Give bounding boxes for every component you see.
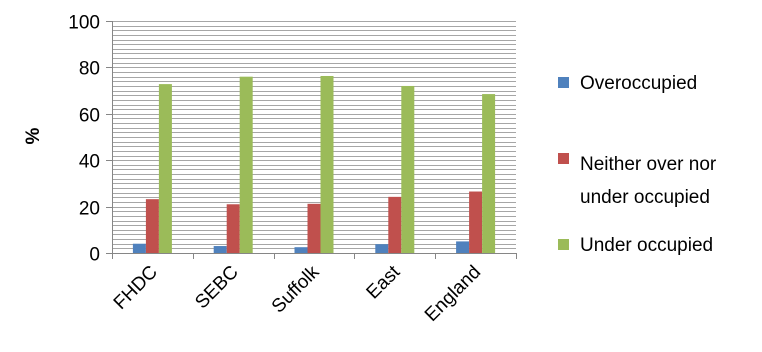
bar (456, 241, 470, 253)
bar (132, 243, 146, 253)
y-tick-label: 0 (89, 245, 100, 266)
bar (226, 204, 240, 253)
bar (469, 191, 483, 253)
legend-label: Overoccupied (580, 73, 697, 94)
x-tick-label: England (421, 262, 485, 326)
bars (132, 75, 496, 254)
x-tick-label: Suffolk (268, 261, 324, 317)
x-tick-label: East (363, 261, 405, 303)
legend-label: under occupied (580, 187, 710, 208)
bar (320, 75, 334, 253)
bar (388, 196, 402, 253)
y-tick-labels: 0 20 40 60 80 100 (68, 13, 100, 266)
legend-swatch (558, 77, 569, 88)
bar (213, 246, 227, 253)
legend-swatch (558, 239, 569, 250)
x-tick-labels: FHDC SEBC Suffolk East England (110, 261, 485, 326)
y-tick-label: 60 (79, 106, 100, 127)
y-tick-label: 80 (79, 59, 100, 80)
legend-label: Neither over nor (580, 154, 717, 175)
bar (145, 199, 159, 253)
bar (158, 84, 172, 253)
legend-label: Under occupied (580, 235, 713, 256)
y-tick-label: 20 (79, 199, 100, 220)
gridlines (112, 21, 516, 249)
bar (307, 203, 321, 253)
x-tick-label: SEBC (191, 262, 242, 313)
y-axis-label: % (23, 127, 44, 144)
bar (482, 94, 496, 253)
y-tick-label: 40 (79, 152, 100, 173)
y-tick-label: 100 (68, 13, 100, 34)
bar (294, 247, 308, 253)
legend: Overoccupied Neither over nor under occupi… (558, 73, 717, 256)
axes (106, 21, 517, 259)
legend-swatch (558, 153, 569, 164)
bar (239, 76, 253, 254)
x-tick-label: FHDC (110, 262, 162, 314)
bar (401, 85, 415, 254)
bar (375, 244, 389, 253)
